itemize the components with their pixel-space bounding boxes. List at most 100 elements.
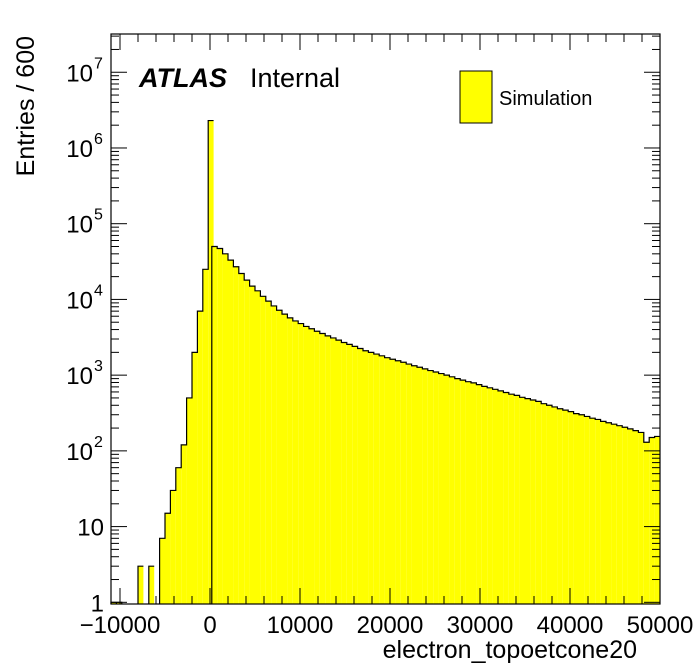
y-tick-label: 10 3 xyxy=(66,358,103,390)
y-tick-label-exponent: 5 xyxy=(94,207,103,224)
histogram-bin-5 xyxy=(165,513,171,604)
histogram-bin-77 xyxy=(552,406,558,604)
histogram-bin-37 xyxy=(336,340,342,604)
histogram-bin-65 xyxy=(487,387,493,604)
histogram-bin-8 xyxy=(181,444,187,604)
y-tick-label: 10 5 xyxy=(66,207,103,239)
histogram-bin-78 xyxy=(557,408,563,604)
histogram-bin-80 xyxy=(568,411,574,604)
histogram-bin-79 xyxy=(562,410,569,604)
histogram-bin-6 xyxy=(170,490,176,604)
histogram-bin-73 xyxy=(530,399,536,604)
histogram-bin-82 xyxy=(579,414,585,604)
histogram-bin-52 xyxy=(417,367,423,604)
histogram-bin-74 xyxy=(535,401,542,604)
histogram-bin-85 xyxy=(595,419,601,604)
histogram-bin-84 xyxy=(589,418,596,604)
y-tick-label-base: 10 xyxy=(66,439,93,466)
histogram-bin-12 xyxy=(202,269,209,604)
histogram-bin-76 xyxy=(546,405,552,604)
histogram-bars xyxy=(110,119,660,605)
x-tick-label: −10000 xyxy=(80,612,161,639)
x-tick-label: 50000 xyxy=(627,612,694,639)
y-tick-label: 10 7 xyxy=(66,55,103,87)
histogram-bin-16 xyxy=(222,253,228,604)
histogram-bin-83 xyxy=(584,416,590,604)
histogram-bin-38 xyxy=(341,342,347,604)
y-tick-label: 1 xyxy=(91,590,104,617)
histogram-bin-61 xyxy=(465,381,471,604)
histogram-bin-94 xyxy=(643,442,650,604)
histogram-bin-93 xyxy=(638,432,644,604)
histogram-bin-90 xyxy=(622,427,628,604)
histogram-bin-39 xyxy=(346,344,353,604)
histogram-bin-44 xyxy=(373,354,380,604)
histogram-bin-19 xyxy=(238,273,245,604)
y-tick-label-exponent: 6 xyxy=(94,131,103,148)
histogram-bin-0 xyxy=(111,602,117,604)
histogram-bin-59 xyxy=(454,378,461,604)
y-tick-label: 10 4 xyxy=(66,282,103,314)
y-tick-label-base: 10 xyxy=(66,60,93,87)
y-tick-label-exponent: 2 xyxy=(94,434,103,451)
histogram-bin-64 xyxy=(481,386,488,604)
x-tick-label: 40000 xyxy=(537,612,604,639)
legend-entry-label: Simulation xyxy=(499,88,592,110)
histogram-bin-21 xyxy=(249,286,255,604)
histogram-bin-24 xyxy=(265,301,272,604)
histogram-bin-95 xyxy=(649,437,655,604)
histogram-bin-3 xyxy=(148,566,155,604)
x-tick-label: 10000 xyxy=(267,612,334,639)
histogram-bin-89 xyxy=(616,425,623,604)
x-axis-ticks: −10000 0 10000 20000 30000 40000 50000 xyxy=(80,34,694,639)
histogram-bin-69 xyxy=(508,394,515,604)
histogram-bin-46 xyxy=(384,357,390,604)
histogram-bin-43 xyxy=(368,352,374,604)
histogram-bin-62 xyxy=(471,382,477,604)
histogram-bin-81 xyxy=(573,413,579,604)
histogram-bin-15 xyxy=(217,248,223,604)
histogram-bin-18 xyxy=(233,266,239,604)
y-tick-label-exponent: 3 xyxy=(94,358,103,375)
histogram-bin-28 xyxy=(287,317,293,604)
x-tick-label: 0 xyxy=(203,612,216,639)
y-tick-label-exponent: 4 xyxy=(94,282,103,299)
histogram-bin-75 xyxy=(541,403,547,604)
histogram-bin-7 xyxy=(175,467,182,604)
internal-label: Internal xyxy=(250,63,340,93)
histogram-bin-91 xyxy=(627,428,633,604)
plot-border xyxy=(110,33,661,605)
histogram-bin-10 xyxy=(192,352,198,604)
y-tick-label: 10 6 xyxy=(66,131,103,163)
histogram-bin-11 xyxy=(197,311,203,604)
histogram-bin-1 xyxy=(116,602,122,604)
histogram-bin-63 xyxy=(476,384,482,604)
histogram-bin-27 xyxy=(282,314,288,604)
histogram-bin-42 xyxy=(363,350,369,604)
y-tick-label-base: 10 xyxy=(66,287,93,314)
histogram-bin-30 xyxy=(298,323,304,604)
legend-swatch xyxy=(459,70,493,124)
histogram-bin-67 xyxy=(498,390,504,604)
y-tick-label: 10 2 xyxy=(66,434,103,466)
y-tick-label-exponent: 7 xyxy=(94,55,103,72)
histogram-bin-70 xyxy=(514,395,520,604)
histogram-bin-50 xyxy=(406,364,412,604)
histogram-bin-87 xyxy=(606,422,612,604)
histogram-bin-36 xyxy=(330,337,336,604)
histogram-bin-60 xyxy=(460,380,466,604)
histogram-bin-40 xyxy=(352,346,358,604)
histogram-bin-2 xyxy=(138,566,144,604)
y-tick-label-base: 10 xyxy=(66,136,93,163)
histogram-bin-29 xyxy=(292,320,299,604)
y-tick-label-base: 10 xyxy=(66,363,93,390)
histogram-bin-92 xyxy=(633,430,639,604)
y-tick-label: 10 xyxy=(77,515,104,542)
histogram-bin-31 xyxy=(303,326,309,604)
y-tick-label-base: 1 xyxy=(91,590,104,617)
histogram-bin-51 xyxy=(411,365,417,604)
histogram-bin-88 xyxy=(611,424,617,604)
y-tick-label-base: 10 xyxy=(77,515,104,542)
